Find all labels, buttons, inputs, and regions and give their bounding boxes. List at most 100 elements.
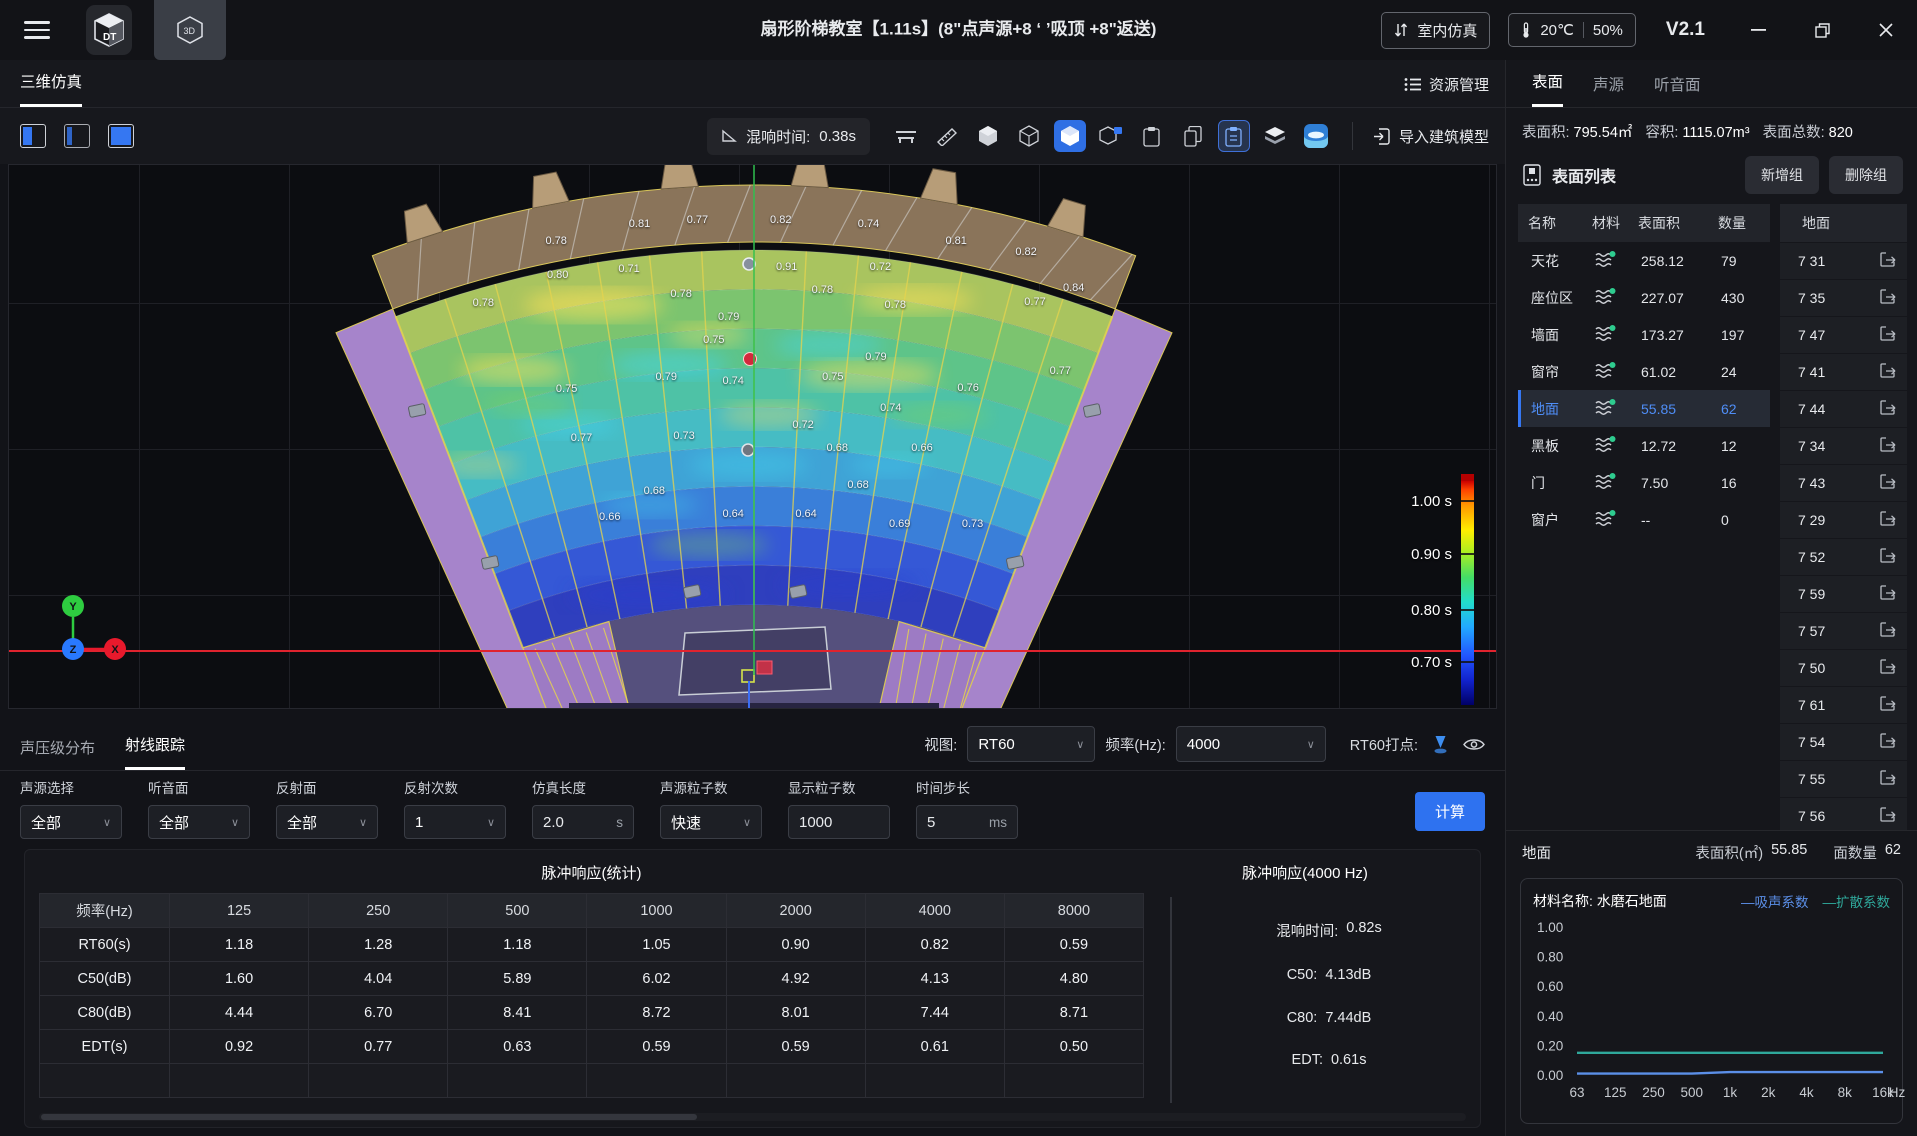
viewport-layout-3-icon[interactable] [108,124,134,148]
section-plane-icon[interactable] [890,120,922,152]
restore-button[interactable] [1799,10,1845,50]
surface-export[interactable] [1880,289,1897,307]
menu-icon[interactable] [24,21,50,39]
surface-export[interactable] [1880,548,1897,566]
material-cell[interactable] [1585,324,1631,345]
material-cell[interactable] [1585,435,1631,456]
copy-icon[interactable] [1177,120,1209,152]
layers-icon[interactable] [1259,120,1291,152]
surface-item[interactable]: 7 56 [1780,798,1907,830]
close-button[interactable] [1863,10,1909,50]
tab-spl-distribution[interactable]: 声压级分布 [20,740,96,757]
add-group-button[interactable]: 新增组 [1745,156,1819,194]
paste-material-icon[interactable] [1217,120,1250,152]
input-仿真长度[interactable]: 2.0 s [532,805,634,839]
material-cell[interactable] [1585,472,1631,493]
surface-item[interactable]: 7 41 [1780,354,1907,390]
surface-export[interactable] [1880,696,1897,714]
frequency-select[interactable]: 4000 ∨ [1175,726,1326,762]
material-cell[interactable] [1585,361,1631,382]
surface-export[interactable] [1880,437,1897,455]
surface-export[interactable] [1880,585,1897,603]
rt60-pin-icon[interactable] [1432,735,1449,754]
surface-item[interactable]: 7 59 [1780,576,1907,612]
indoor-simulation-button[interactable]: 室内仿真 [1381,11,1491,49]
input-显示粒子数[interactable]: 1000 [788,805,890,839]
environment-indicator[interactable]: 20℃ 50% [1508,13,1636,47]
input-时间步长[interactable]: 5 ms [916,805,1018,839]
surface-group-row[interactable]: 门 7.50 16 [1518,464,1770,501]
dropdown-反射面[interactable]: 全部 ∨ [276,805,378,839]
tab-sound-sources[interactable]: 声源 [1593,77,1625,94]
surface-export[interactable] [1880,770,1897,788]
surface-item[interactable]: 7 50 [1780,650,1907,686]
3d-viewport[interactable]: Y Z X 0.81 0.77 0.82 0.74 0.78 0.81 0.82 0.80 0.71… [8,164,1497,709]
tab-surfaces[interactable]: 表面 [1532,70,1564,107]
dropdown-听音面[interactable]: 全部 ∨ [148,805,250,839]
cube-solid-icon[interactable] [972,120,1004,152]
surface-group-row[interactable]: 窗帘 61.02 24 [1518,353,1770,390]
dropdown-反射次数[interactable]: 1 ∨ [404,805,506,839]
resource-manager-button[interactable]: 资源管理 [1404,74,1489,107]
export-icon[interactable] [1880,252,1897,267]
surface-item[interactable]: 7 47 [1780,317,1907,353]
material-cell[interactable] [1585,398,1631,419]
measure-ruler-icon[interactable] [931,120,963,152]
export-icon[interactable] [1880,733,1897,748]
surface-group-row[interactable]: 墙面 173.27 197 [1518,316,1770,353]
export-icon[interactable] [1880,548,1897,563]
surface-export[interactable] [1880,400,1897,418]
export-icon[interactable] [1880,696,1897,711]
surface-export[interactable] [1880,733,1897,751]
export-icon[interactable] [1880,400,1897,415]
viewport-layout-1-icon[interactable] [20,124,46,148]
export-icon[interactable] [1880,363,1897,378]
surface-item[interactable]: 7 57 [1780,613,1907,649]
material-cell[interactable] [1585,287,1631,308]
surface-export[interactable] [1880,511,1897,529]
surface-export[interactable] [1880,363,1897,381]
surface-item[interactable]: 7 29 [1780,502,1907,538]
clip-plane-icon[interactable] [1300,120,1332,152]
material-cell[interactable] [1585,250,1631,271]
surface-export[interactable] [1880,659,1897,677]
export-icon[interactable] [1880,326,1897,341]
export-icon[interactable] [1880,437,1897,452]
surface-export[interactable] [1880,474,1897,492]
tab-3d-simulation[interactable]: 三维仿真 [20,70,83,107]
surface-group-row[interactable]: 座位区 227.07 430 [1518,279,1770,316]
export-icon[interactable] [1880,659,1897,674]
cube-shaded-icon[interactable] [1053,120,1086,152]
paste-icon[interactable] [1136,120,1168,152]
surface-group-row[interactable]: 窗户 -- 0 [1518,501,1770,538]
surface-item[interactable]: 7 52 [1780,539,1907,575]
surface-export[interactable] [1880,252,1897,270]
tab-listening-surfaces[interactable]: 听音面 [1654,77,1701,94]
surface-group-row[interactable]: 天花 258.12 79 [1518,242,1770,279]
calculate-button[interactable]: 计算 [1414,791,1485,831]
surface-export[interactable] [1880,807,1897,825]
surface-item[interactable]: 7 35 [1780,280,1907,316]
export-icon[interactable] [1880,770,1897,785]
minimize-button[interactable] [1735,10,1781,50]
surface-item[interactable]: 7 43 [1780,465,1907,501]
tab-ray-tracing[interactable]: 射线跟踪 [125,734,186,770]
surface-item[interactable]: 7 54 [1780,724,1907,760]
surface-item[interactable]: 7 61 [1780,687,1907,723]
surface-export[interactable] [1880,326,1897,344]
import-model-button[interactable]: 导入建筑模型 [1373,126,1489,147]
cube-face-select-icon[interactable] [1095,120,1127,152]
export-icon[interactable] [1880,807,1897,822]
surface-group-row[interactable]: 黑板 12.72 12 [1518,427,1770,464]
cube-wireframe-icon[interactable] [1013,120,1045,152]
visibility-icon[interactable] [1463,737,1485,752]
surface-item[interactable]: 7 31 [1780,243,1907,279]
export-icon[interactable] [1880,474,1897,489]
surface-item[interactable]: 7 44 [1780,391,1907,427]
export-icon[interactable] [1880,511,1897,526]
export-icon[interactable] [1880,622,1897,637]
material-cell[interactable] [1585,509,1631,530]
export-icon[interactable] [1880,289,1897,304]
horizontal-scrollbar[interactable] [39,1113,1466,1121]
export-icon[interactable] [1880,585,1897,600]
